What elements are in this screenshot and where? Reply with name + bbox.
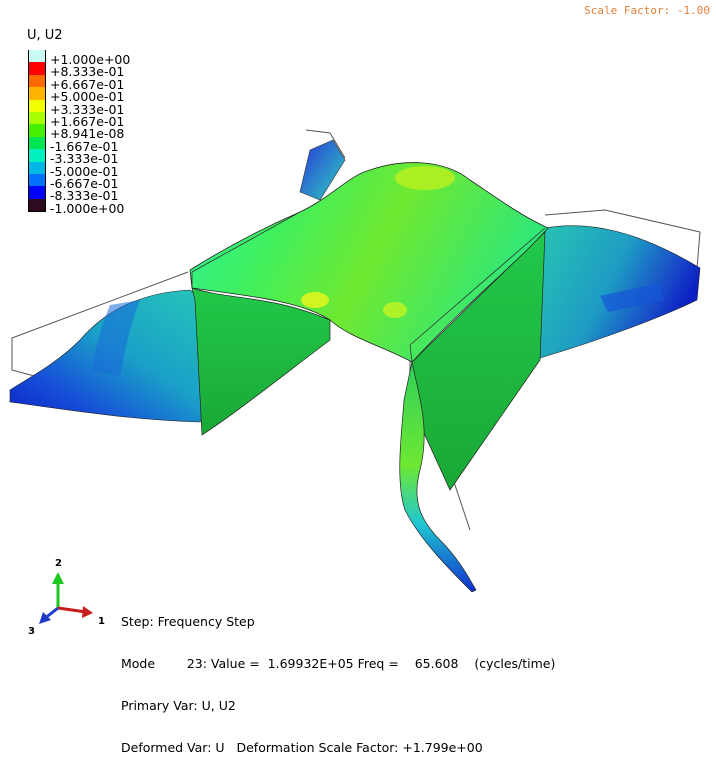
step-info-panel: Step: Frequency Step Mode 23: Value = 1.…	[121, 587, 555, 769]
legend-label: -1.667e-01	[50, 138, 119, 154]
info-deformed-var: Deformed Var: U Deformation Scale Factor…	[121, 740, 483, 755]
axis-3-label: 3	[28, 626, 35, 637]
info-primary-var: Primary Var: U, U2	[121, 698, 236, 713]
legend-swatch	[28, 198, 46, 212]
legend-label: +8.941e-08	[50, 126, 125, 142]
legend-label: -3.333e-01	[50, 151, 119, 167]
legend-label: +6.667e-01	[50, 76, 125, 92]
axis-2-label: 2	[55, 558, 62, 569]
legend-label: -5.000e-01	[50, 163, 119, 179]
legend-label: -1.000e+00	[50, 200, 125, 216]
legend-label: +1.000e+00	[50, 52, 131, 67]
axis-2-arrow	[52, 572, 64, 584]
deformed-mesh-view[interactable]: 2 1 3	[0, 0, 716, 667]
top-hotspot-3	[383, 302, 407, 318]
scale-factor-label: Scale Factor: -1.00	[584, 4, 710, 17]
right-wing-band	[600, 283, 664, 312]
legend-bottom-border	[28, 211, 46, 212]
legend-label: -8.333e-01	[50, 188, 119, 204]
legend-swatch	[28, 149, 46, 162]
legend-swatch	[28, 124, 46, 137]
legend-swatch	[28, 136, 46, 150]
legend-label: +3.333e-01	[50, 101, 125, 117]
back-flap	[299, 139, 346, 201]
legend-swatch	[28, 62, 46, 75]
legend-label: -6.667e-01	[50, 175, 119, 191]
legend-label: +1.667e-01	[50, 113, 125, 129]
legend-label: +8.333e-01	[50, 64, 125, 80]
legend-swatch	[28, 87, 46, 100]
axis-triad: 2 1 3	[28, 558, 105, 637]
legend-title: U, U2	[27, 28, 63, 43]
legend-swatch	[28, 186, 46, 199]
hanging-leg	[399, 361, 477, 593]
legend-swatch	[28, 161, 46, 174]
info-mode: Mode 23: Value = 1.69932E+05 Freq = 65.6…	[121, 656, 556, 671]
legend-swatch	[28, 111, 46, 125]
top-surface	[189, 162, 549, 363]
axis-1-line	[57, 606, 87, 614]
legend-swatch	[28, 74, 46, 88]
legend-swatch	[28, 173, 46, 187]
axis-1-arrow	[82, 606, 93, 618]
legend-label: +5.000e-01	[50, 89, 125, 105]
legend-swatch	[28, 99, 46, 112]
left-wing-band	[92, 300, 140, 376]
legend-swatch	[28, 50, 46, 63]
top-hotspot-1	[395, 166, 455, 190]
front-left-face	[191, 287, 331, 436]
axis-3-arrow	[39, 612, 51, 624]
info-step: Step: Frequency Step	[121, 614, 255, 629]
top-hotspot-2	[301, 292, 329, 308]
right-wing	[529, 225, 701, 359]
axis-1-label: 1	[98, 616, 105, 627]
top-edge-lines	[191, 211, 546, 363]
